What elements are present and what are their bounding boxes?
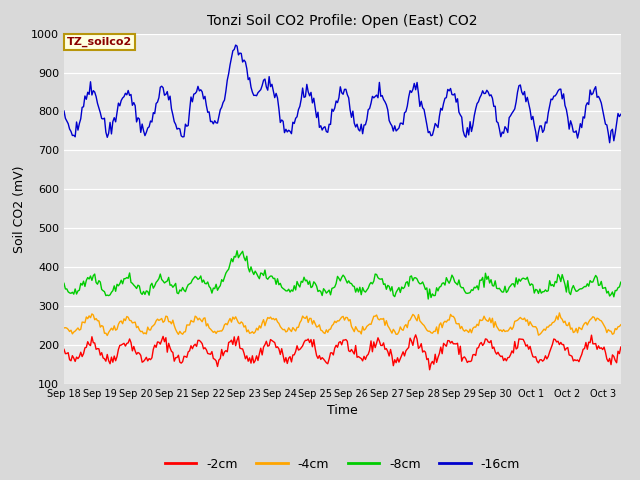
Legend: -2cm, -4cm, -8cm, -16cm: -2cm, -4cm, -8cm, -16cm bbox=[160, 453, 525, 476]
Title: Tonzi Soil CO2 Profile: Open (East) CO2: Tonzi Soil CO2 Profile: Open (East) CO2 bbox=[207, 14, 477, 28]
X-axis label: Time: Time bbox=[327, 405, 358, 418]
Y-axis label: Soil CO2 (mV): Soil CO2 (mV) bbox=[13, 165, 26, 252]
Text: TZ_soilco2: TZ_soilco2 bbox=[67, 37, 132, 48]
